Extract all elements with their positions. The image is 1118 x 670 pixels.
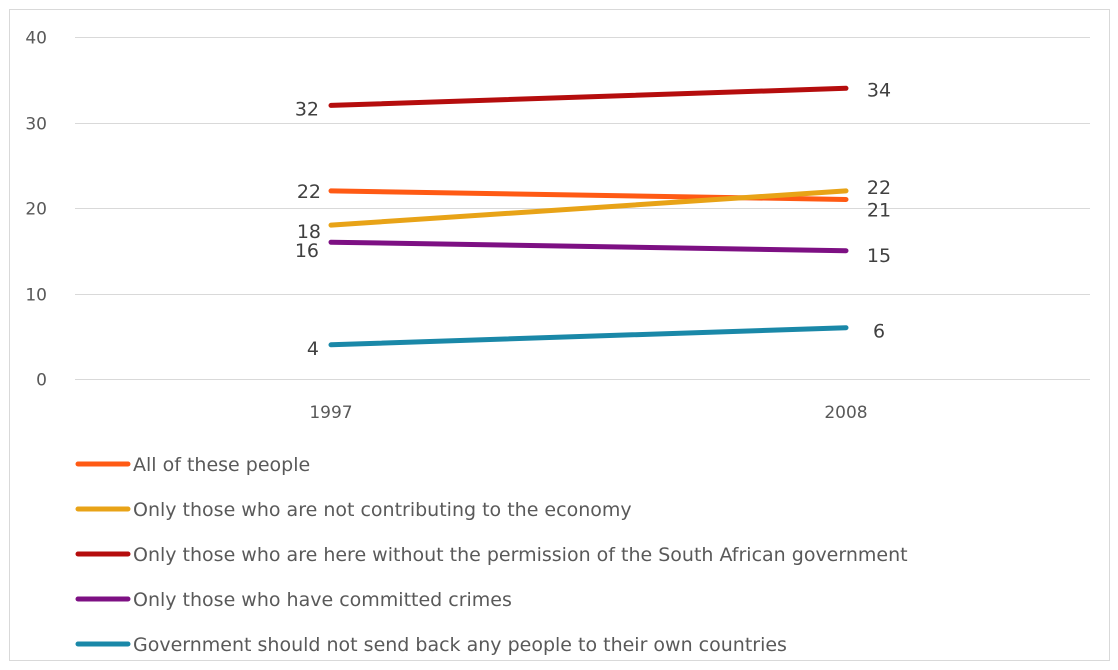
y-tick-label: 0 [36,371,47,391]
y-tick-label: 20 [25,200,47,220]
y-tick-label: 10 [25,286,47,306]
x-tick-label: 2008 [824,403,867,423]
series-line [328,85,849,108]
series-line [328,325,849,348]
legend: All of these people Only those who are no… [75,454,908,656]
data-label: 16 [295,240,319,262]
legend-entry: Only those who have committed crimes [133,589,512,611]
data-label: 34 [867,79,891,101]
data-label: 4 [307,338,319,360]
data-label: 32 [295,98,319,120]
data-label: 22 [297,181,321,203]
x-axis-ticks: 1997 2008 [309,403,867,423]
x-tick-label: 1997 [309,403,352,423]
data-label: 22 [867,177,891,199]
series-line [328,239,849,254]
series-lines [328,85,849,348]
data-label: 15 [867,245,891,267]
data-label: 6 [873,321,885,343]
data-label: 18 [297,221,321,243]
legend-entry: Government should not send back any peop… [133,634,787,656]
y-tick-label: 40 [25,29,47,49]
data-label: 21 [867,199,891,221]
gridlines [75,37,1090,380]
y-tick-label: 30 [25,115,47,135]
legend-entry: All of these people [133,454,310,476]
legend-entry: Only those who are not contributing to t… [133,499,632,521]
y-axis-ticks: 0 10 20 30 40 [25,29,47,391]
legend-entry: Only those who are here without the perm… [133,544,908,566]
series-line [328,188,849,228]
